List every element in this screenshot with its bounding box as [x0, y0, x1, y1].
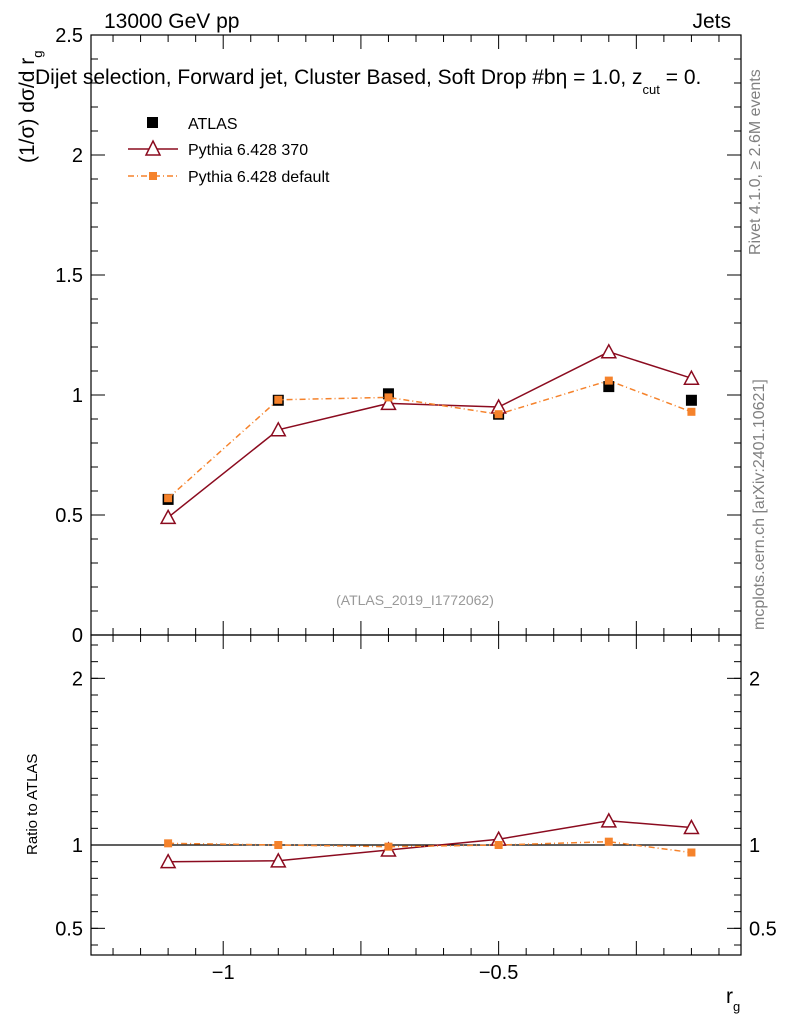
main-ytick-label: 1: [72, 385, 83, 407]
main-plot: 0 0.5 1 1.5 2 2.5: [55, 25, 742, 647]
ratio-ytick-label: 0.5: [55, 918, 83, 940]
rivet-label: Rivet 4.1.0, ≥ 2.6M events: [747, 69, 764, 255]
ratio-line-dashdot-square: [168, 840, 692, 854]
main-point-pdef: [274, 395, 283, 404]
ratio-line-solid-triangle: [168, 820, 692, 863]
ratio-xlabel-sub: g: [733, 999, 740, 1014]
main-point-pdef: [604, 376, 613, 385]
main-ytick-label: 2: [72, 145, 83, 167]
mcplots-label: mcplots.cern.ch [arXiv:2401.10621]: [751, 379, 768, 630]
ratio-ytick-label: 2: [72, 668, 83, 690]
main-ylabel-text: (1/σ) dσ/d r: [16, 58, 39, 163]
main-ylabel: (1/σ) dσ/d rg: [16, 50, 45, 163]
ratio-point-p370: [683, 818, 700, 835]
ratio-point-pdef: [164, 839, 173, 848]
main-ytick-label: 1.5: [55, 265, 83, 287]
analysis-watermark: (ATLAS_2019_I1772062): [336, 592, 494, 608]
main-point-pdef: [494, 410, 503, 419]
legend-pdef-label: Pythia 6.428 default: [188, 169, 330, 186]
ratio-ytick-label-right: 1: [749, 835, 760, 857]
ratio-ytick-label: 1: [72, 835, 83, 857]
ratio-point-p370: [270, 852, 287, 868]
main-point-pdef: [687, 407, 696, 416]
main-point-p370: [270, 421, 287, 437]
title-mid: = 1.0, z: [567, 66, 642, 89]
plot-title: Dijet selection, Forward jet, Cluster Ba…: [35, 66, 701, 97]
main-point-p370: [683, 369, 700, 385]
ratio-ytick-label-right: 0.5: [749, 918, 777, 940]
main-line-dashdot-square: [167, 379, 692, 499]
title-sub: cut: [643, 82, 661, 97]
legend-p370-label: Pythia 6.428 370: [188, 142, 308, 159]
ratio-ylabel: Ratio to ATLAS: [24, 754, 41, 855]
ratio-point-pdef: [604, 837, 613, 846]
energy-label: 13000 GeV pp: [104, 10, 239, 33]
main-ytick-label: 2.5: [55, 25, 83, 47]
ratio-xtick-label: −1: [212, 962, 235, 984]
main-ytick-label: 0: [72, 625, 83, 647]
main-ylabel-sub: g: [30, 50, 45, 57]
ratio-plot: 0.5 0.5 1 1 2 2 −1 −0.5: [55, 634, 777, 984]
title-end: = 0.: [660, 66, 701, 89]
ratio-point-pdef: [274, 841, 283, 849]
ratio-xlabel-text: r: [726, 985, 733, 1008]
ratio-frame: [90, 634, 742, 956]
main-ytick-label: 0.5: [55, 505, 83, 527]
ratio-ytick-label-right: 2: [749, 668, 760, 690]
ratio-point-pdef: [687, 848, 696, 857]
ratio-xtick-label: −0.5: [479, 962, 518, 984]
title-eta: η: [556, 66, 568, 89]
main-point-atlas: [685, 394, 697, 406]
legend: ATLAS Pythia 6.428 370 Pythia 6.428 defa…: [128, 116, 330, 186]
ratio-point-p370: [159, 853, 177, 869]
main-line-solid-triangle: [167, 350, 692, 518]
ratio-point-pdef: [384, 842, 393, 851]
category-label: Jets: [692, 10, 731, 33]
ratio-point-pdef: [494, 841, 503, 849]
legend-atlas-marker: [147, 117, 158, 128]
main-point-atlas: [603, 381, 615, 393]
title-prefix: Dijet selection, Forward jet, Cluster Ba…: [35, 66, 556, 89]
main-point-p370: [380, 394, 397, 411]
legend-p370-marker: [144, 139, 162, 156]
legend-pdef-marker: [149, 172, 157, 180]
ratio-point-p370: [600, 812, 618, 828]
ratio-xlabel: rg: [726, 985, 740, 1014]
main-point-pdef: [164, 494, 173, 503]
legend-atlas-label: ATLAS: [188, 116, 238, 133]
main-point-p370: [159, 508, 177, 525]
main-point-p370: [600, 343, 618, 359]
main-point-pdef: [384, 393, 393, 402]
